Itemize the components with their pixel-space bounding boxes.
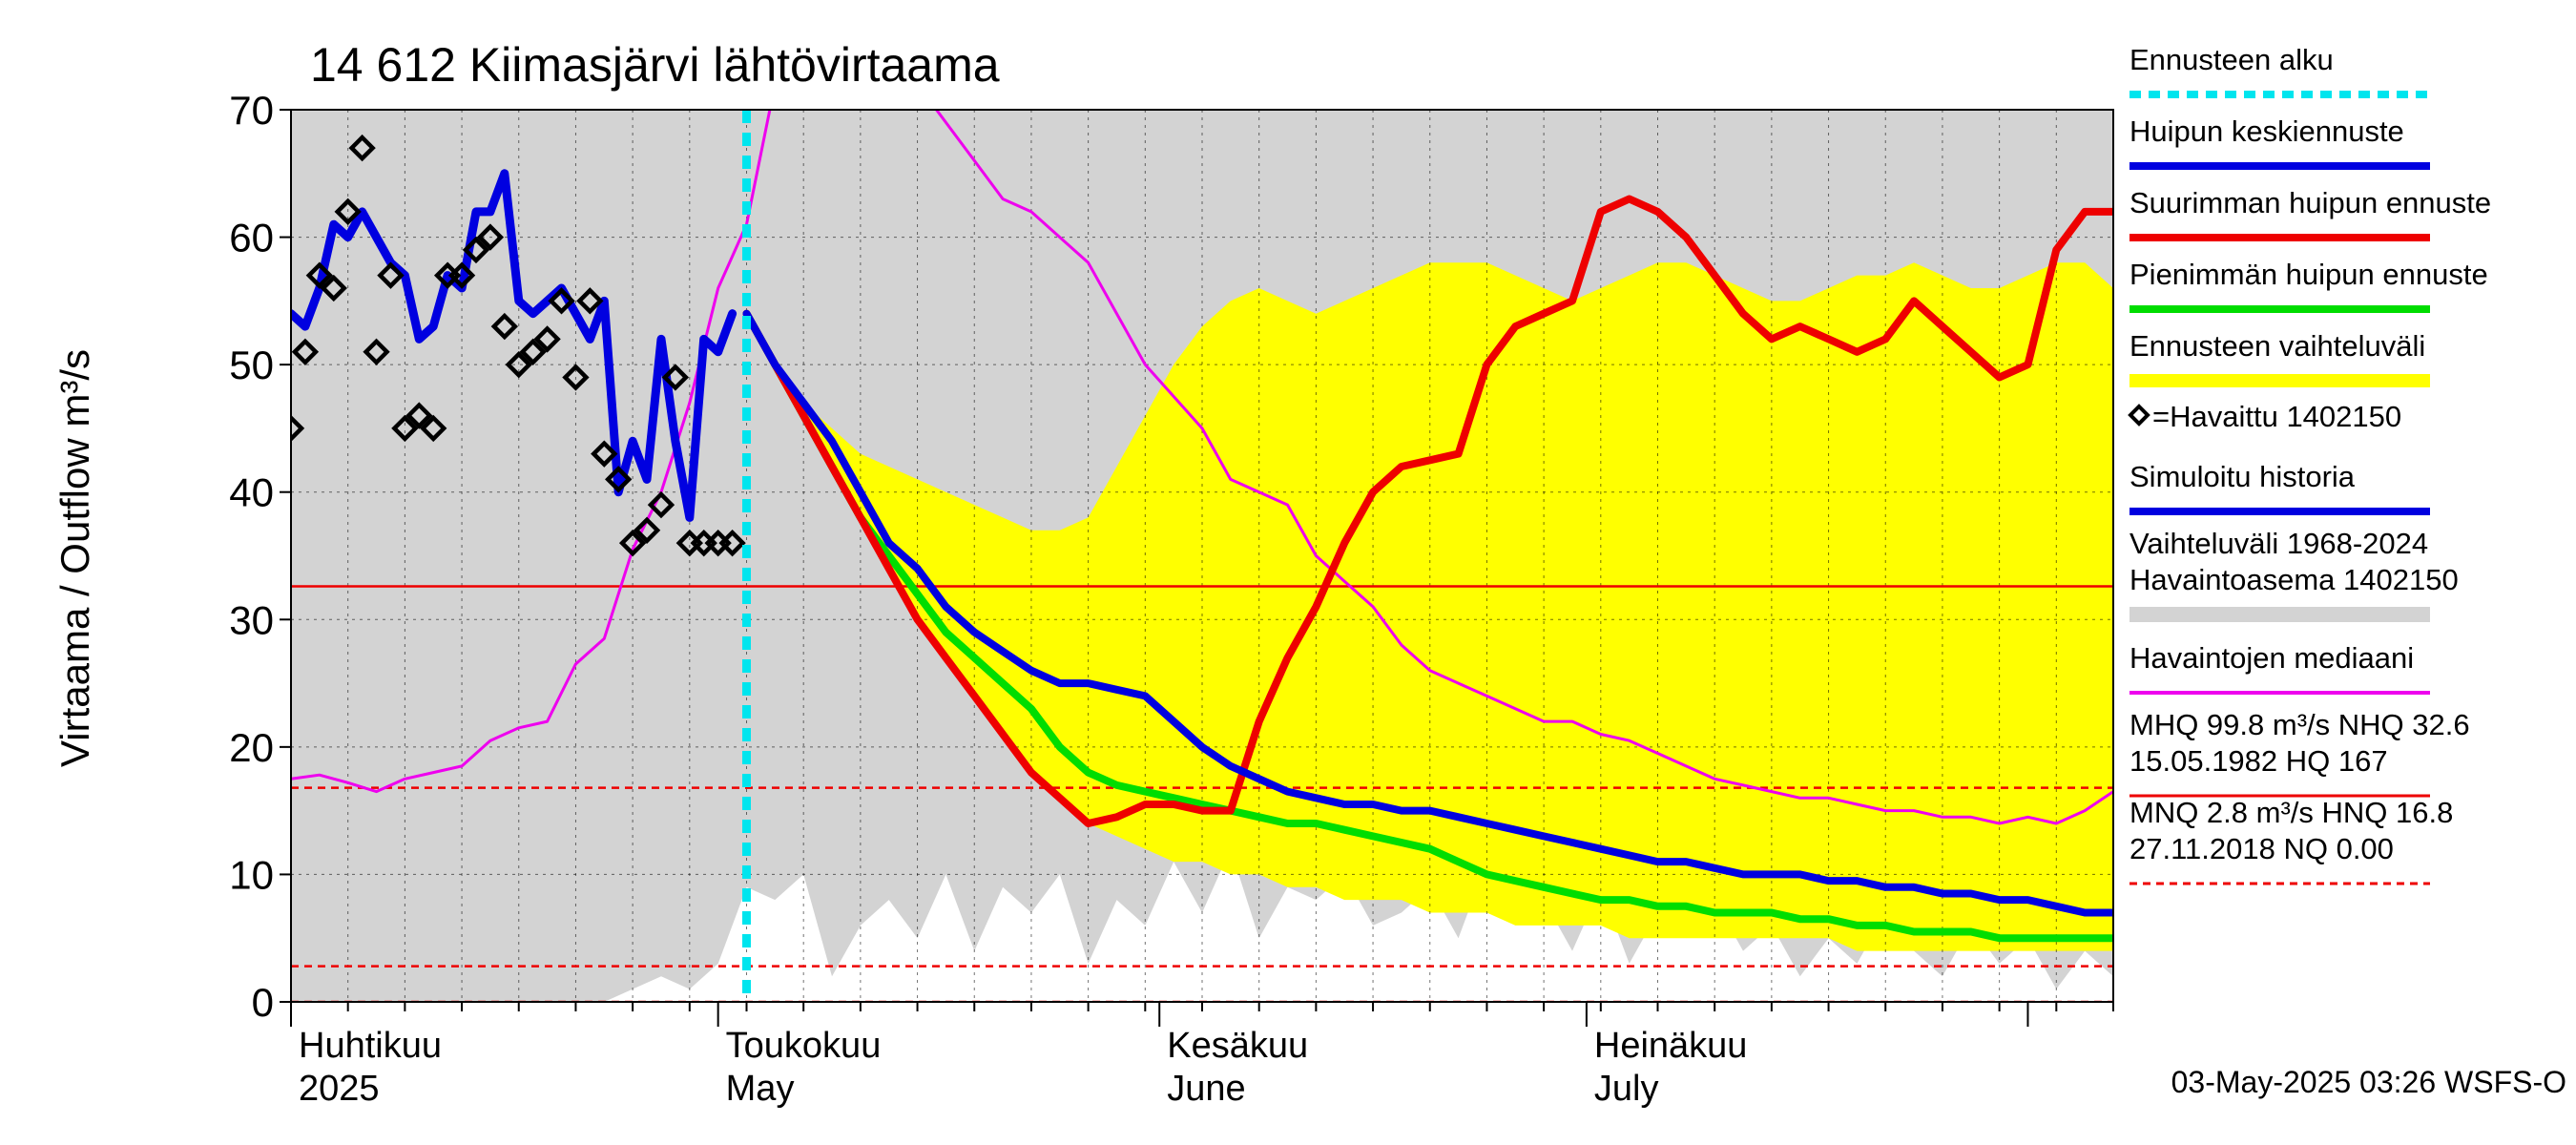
observed-point <box>291 414 305 443</box>
observed-point <box>447 261 476 289</box>
legend-label: Ennusteen vaihteluväli <box>2129 329 2425 363</box>
observed-point <box>647 490 675 519</box>
observed-point <box>462 236 490 264</box>
y-axis: 0 10 20 30 40 50 60 70 <box>229 88 291 1025</box>
observed-point <box>490 312 519 341</box>
observed-point <box>420 414 447 443</box>
legend-label: Vaihteluväli 1968-2024 <box>2129 527 2428 560</box>
observed-point <box>618 529 647 557</box>
y-tick-label: 20 <box>229 725 274 770</box>
observed-point <box>718 529 746 557</box>
observed-points <box>291 134 746 557</box>
observed-point <box>305 261 334 289</box>
month-label-en: May <box>726 1069 795 1109</box>
observed-point <box>548 287 575 315</box>
legend-label: Ennusteen alku <box>2129 43 2334 76</box>
month-label-en: July <box>1594 1069 1659 1109</box>
observed-point <box>591 440 618 468</box>
observed-point <box>505 350 532 379</box>
legend-label: Pienimmän huipun ennuste <box>2129 258 2488 291</box>
y-tick-label: 10 <box>229 852 274 897</box>
series-line <box>742 309 2113 943</box>
legend-observed-swatch <box>2128 404 2150 427</box>
chart-title: 14 612 Kiimasjärvi lähtövirtaama <box>310 38 1000 92</box>
observed-point <box>291 338 320 365</box>
series-line <box>291 169 737 522</box>
series-line <box>742 195 2113 827</box>
y-tick-label: 70 <box>229 88 274 133</box>
series-line <box>291 110 2113 825</box>
legend-label: MNQ 2.8 m³/s HNQ 16.8 <box>2129 796 2453 829</box>
y-axis-label: Virtaama / Outflow m³/s <box>52 349 97 767</box>
observed-point <box>476 223 505 251</box>
month-label-fi: Heinäkuu <box>1594 1026 1748 1066</box>
legend: Ennusteen alku Huipun keskiennuste Suurimm… <box>2128 43 2491 885</box>
legend-label: Havaintojen mediaani <box>2129 641 2414 675</box>
timestamp-footer: 03-May-2025 03:26 WSFS-O <box>2171 1065 2566 1099</box>
month-label-en: 2025 <box>299 1069 380 1109</box>
observed-point <box>377 261 405 289</box>
legend-label: Suurimman huipun ennuste <box>2129 186 2491 219</box>
forecast-series <box>291 169 2113 943</box>
month-label-fi: Toukokuu <box>726 1026 882 1066</box>
y-tick-label: 50 <box>229 343 274 387</box>
legend-label: 27.11.2018 NQ 0.00 <box>2129 832 2394 865</box>
observed-point <box>391 414 419 443</box>
y-tick-label: 40 <box>229 470 274 515</box>
observed-point <box>533 325 561 353</box>
y-tick-label: 30 <box>229 597 274 642</box>
legend-label: MHQ 99.8 m³/s NHQ 32.6 <box>2129 708 2470 741</box>
legend-label: 15.05.1982 HQ 167 <box>2129 744 2388 778</box>
observed-point <box>562 364 590 391</box>
observed-point <box>334 198 362 226</box>
month-label-en: June <box>1167 1069 1245 1109</box>
median-series <box>291 110 2113 825</box>
observed-point <box>576 287 604 315</box>
observed-point <box>405 402 433 429</box>
observed-point <box>519 338 547 365</box>
observed-point <box>633 516 661 544</box>
legend-label: Huipun keskiennuste <box>2129 114 2404 148</box>
observed-point <box>605 466 633 493</box>
observed-point <box>661 364 690 391</box>
observed-point <box>320 274 347 302</box>
y-tick-label: 60 <box>229 216 274 260</box>
legend-label: Havaintoasema 1402150 <box>2129 563 2459 596</box>
y-tick-label: 0 <box>252 980 274 1025</box>
legend-label: Simuloitu historia <box>2129 460 2356 493</box>
observed-point <box>363 338 390 365</box>
series-line <box>742 309 2113 917</box>
observed-point <box>348 134 376 162</box>
month-label-fi: Huhtikuu <box>299 1026 442 1066</box>
legend-label: =Havaittu 1402150 <box>2152 400 2401 433</box>
month-label-fi: Kesäkuu <box>1167 1026 1308 1066</box>
reference-lines <box>291 585 2113 1002</box>
